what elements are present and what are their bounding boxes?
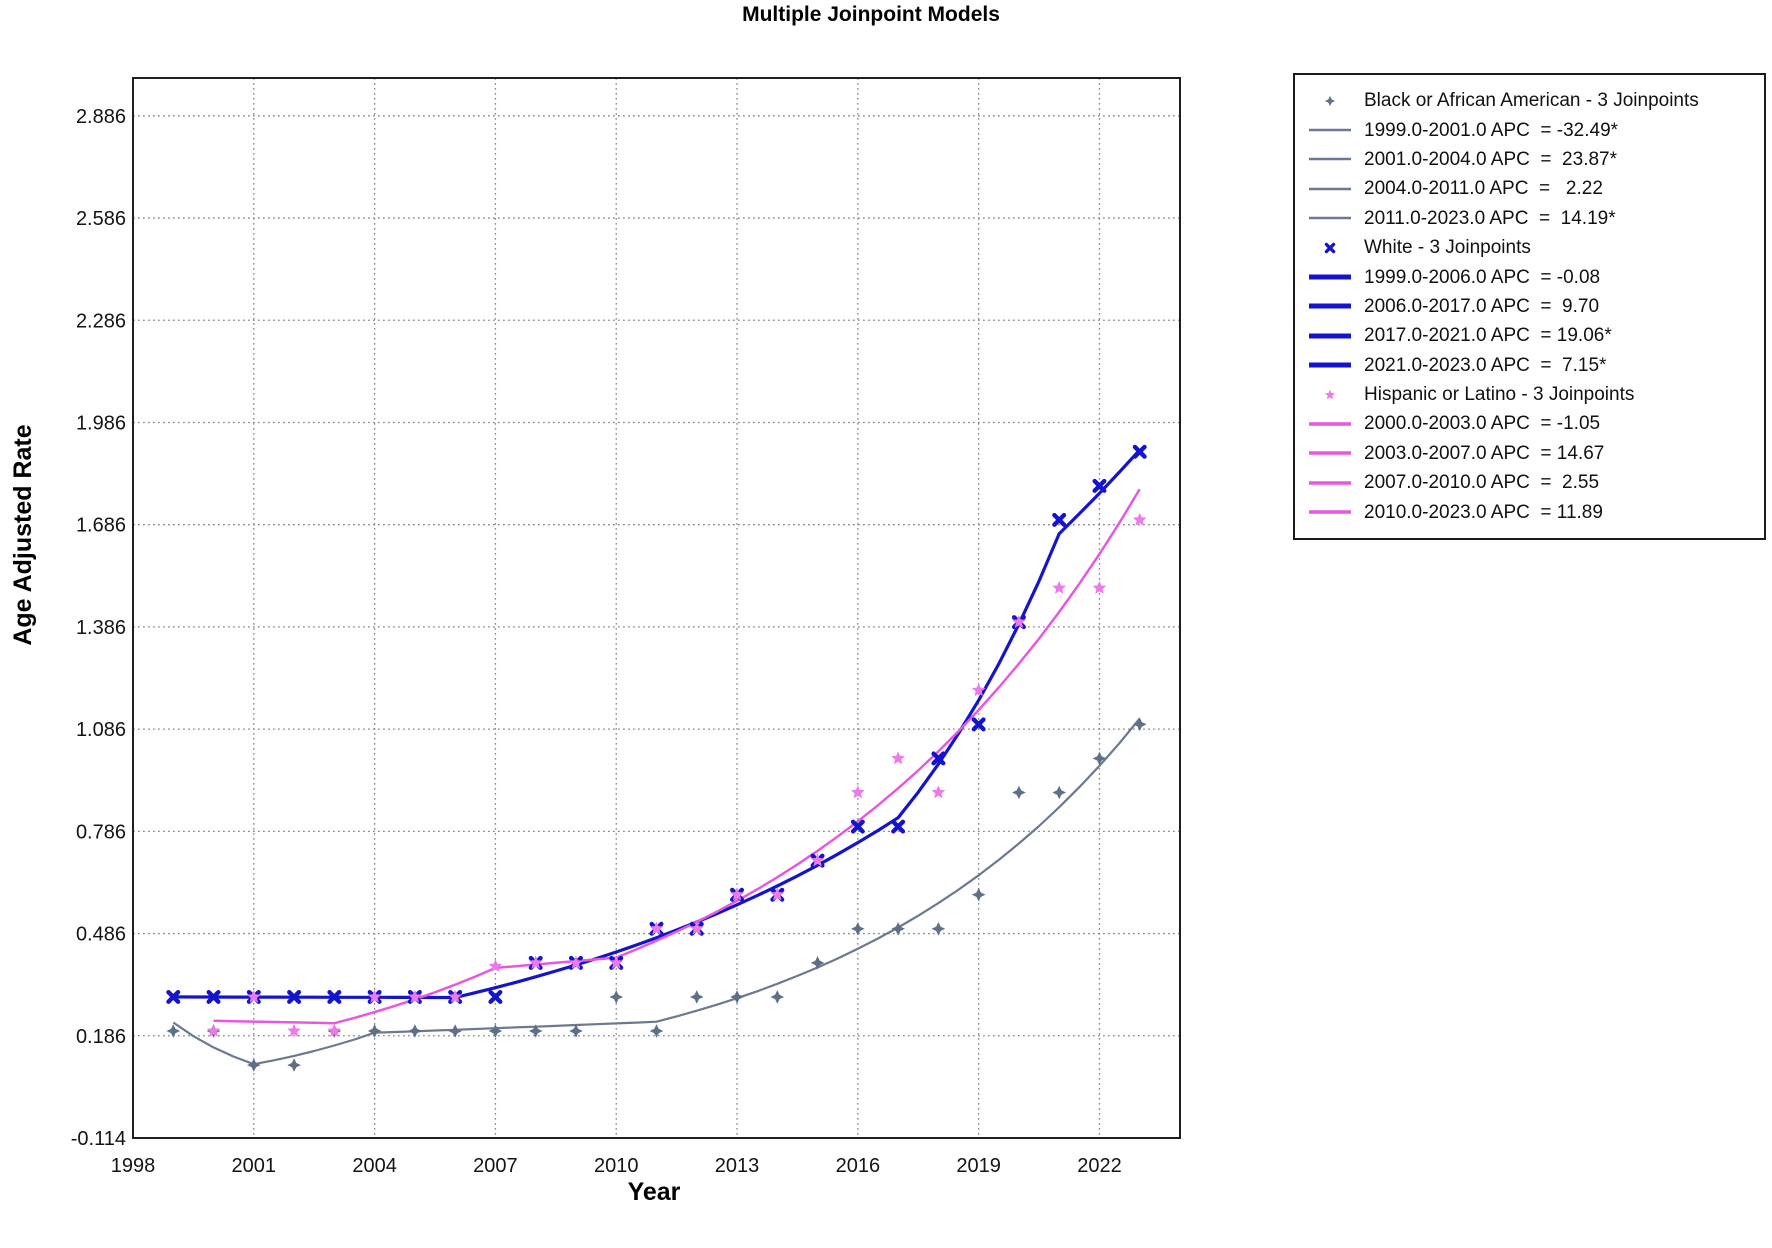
legend-segment-white-2: 2017.0-2021.0 APC = 19.06* [1295, 321, 1764, 350]
line-sample-icon [1308, 303, 1351, 309]
legend-label: 2007.0-2010.0 APC = 2.55 [1364, 472, 1600, 494]
line-sample-icon [1308, 481, 1351, 485]
svg-text:1.986: 1.986 [76, 412, 126, 434]
legend-segment-black-3: 2011.0-2023.0 APC = 14.19* [1295, 204, 1764, 233]
star4-icon [1324, 95, 1335, 106]
star5-icon [1324, 389, 1335, 399]
line-sample-icon [1308, 187, 1351, 191]
legend-segment-hispanic-3: 2010.0-2023.0 APC = 11.89 [1295, 497, 1764, 526]
observed-points-black [166, 717, 1147, 1072]
legend-segment-black-1: 2001.0-2004.0 APC = 23.87* [1295, 145, 1764, 174]
legend-label: 2001.0-2004.0 APC = 23.87* [1364, 148, 1618, 170]
observed-points-white [166, 444, 1147, 1004]
svg-text:2013: 2013 [715, 1155, 760, 1177]
legend-label: 2004.0-2011.0 APC = 2.22 [1364, 178, 1603, 200]
svg-text:0.486: 0.486 [76, 924, 126, 946]
line-sample-icon [1308, 422, 1351, 426]
legend-series-hispanic: Hispanic or Latino - 3 Joinpoints [1295, 380, 1764, 409]
svg-text:1.686: 1.686 [76, 515, 126, 537]
svg-text:1.386: 1.386 [76, 617, 126, 639]
svg-text:1.086: 1.086 [76, 719, 126, 741]
xcross-icon [1324, 242, 1335, 253]
gridlines [133, 78, 1180, 1138]
legend-label: 2010.0-2023.0 APC = 11.89 [1364, 501, 1603, 523]
line-sample-icon [1308, 217, 1351, 220]
legend-label: White - 3 Joinpoints [1364, 237, 1531, 259]
svg-text:-0.114: -0.114 [71, 1128, 126, 1150]
legend-label: 2021.0-2023.0 APC = 7.15* [1364, 354, 1607, 376]
legend-label: 2000.0-2003.0 APC = -1.05 [1364, 413, 1601, 435]
legend-label: 1999.0-2001.0 APC = -32.49* [1364, 119, 1619, 141]
svg-text:2010: 2010 [594, 1155, 639, 1177]
fit-line-white [173, 448, 1141, 1000]
svg-text:1998: 1998 [111, 1155, 156, 1177]
legend-segment-black-2: 2004.0-2011.0 APC = 2.22 [1295, 174, 1764, 203]
svg-text:2016: 2016 [836, 1155, 881, 1177]
legend-label: Black or African American - 3 Joinpoints [1364, 90, 1699, 112]
legend-box: Black or African American - 3 Joinpoints… [1293, 73, 1766, 540]
fit-line-hispanic [213, 488, 1141, 1025]
line-sample-icon [1308, 362, 1351, 368]
legend-segment-white-0: 1999.0-2006.0 APC = -0.08 [1295, 262, 1764, 291]
line-sample-icon [1308, 158, 1351, 161]
svg-text:2007: 2007 [473, 1155, 518, 1177]
svg-text:0.186: 0.186 [76, 1026, 126, 1048]
plot-border [132, 77, 1181, 1139]
legend-label: 2017.0-2021.0 APC = 19.06* [1364, 325, 1612, 347]
svg-text:2001: 2001 [232, 1155, 277, 1177]
legend-series-black: Black or African American - 3 Joinpoints [1295, 86, 1764, 115]
legend-label: 2003.0-2007.0 APC = 14.67 [1364, 442, 1605, 464]
legend-segment-white-1: 2006.0-2017.0 APC = 9.70 [1295, 292, 1764, 321]
legend-label: 2006.0-2017.0 APC = 9.70 [1364, 295, 1600, 317]
legend-segment-hispanic-1: 2003.0-2007.0 APC = 14.67 [1295, 439, 1764, 468]
legend-label: Hispanic or Latino - 3 Joinpoints [1364, 384, 1635, 406]
y-tick-labels: 2.886 2.586 2.286 1.986 1.686 1.386 1.086 0.786… [71, 106, 126, 1150]
legend-series-white: White - 3 Joinpoints [1295, 233, 1764, 262]
svg-text:2004: 2004 [352, 1155, 397, 1177]
legend-segment-black-0: 1999.0-2001.0 APC = -32.49* [1295, 115, 1764, 144]
legend-label: 1999.0-2006.0 APC = -0.08 [1364, 266, 1601, 288]
legend-label: 2011.0-2023.0 APC = 14.19* [1364, 207, 1616, 229]
svg-text:2.286: 2.286 [76, 310, 126, 332]
line-sample-icon [1308, 333, 1351, 339]
svg-text:2.586: 2.586 [76, 208, 126, 230]
observed-points-hispanic [206, 512, 1147, 1037]
svg-text:2019: 2019 [956, 1155, 1001, 1177]
line-sample-icon [1308, 128, 1351, 132]
legend-segment-hispanic-0: 2000.0-2003.0 APC = -1.05 [1295, 409, 1764, 438]
line-sample-icon [1308, 274, 1351, 280]
svg-text:2.886: 2.886 [76, 106, 126, 128]
fit-line-black [172, 717, 1141, 1066]
line-sample-icon [1308, 451, 1351, 456]
x-tick-labels: 1998 2001 2004 2007 2010 2013 2016 2019 2022 [111, 1155, 1122, 1177]
legend-segment-hispanic-2: 2007.0-2010.0 APC = 2.55 [1295, 468, 1764, 497]
svg-text:2022: 2022 [1077, 1155, 1122, 1177]
line-sample-icon [1308, 510, 1351, 514]
chart-title: Multiple Joinpoint Models [742, 3, 1000, 26]
legend-segment-white-3: 2021.0-2023.0 APC = 7.15* [1295, 351, 1764, 380]
x-axis-label: Year [627, 1178, 681, 1206]
svg-text:0.786: 0.786 [76, 821, 126, 843]
